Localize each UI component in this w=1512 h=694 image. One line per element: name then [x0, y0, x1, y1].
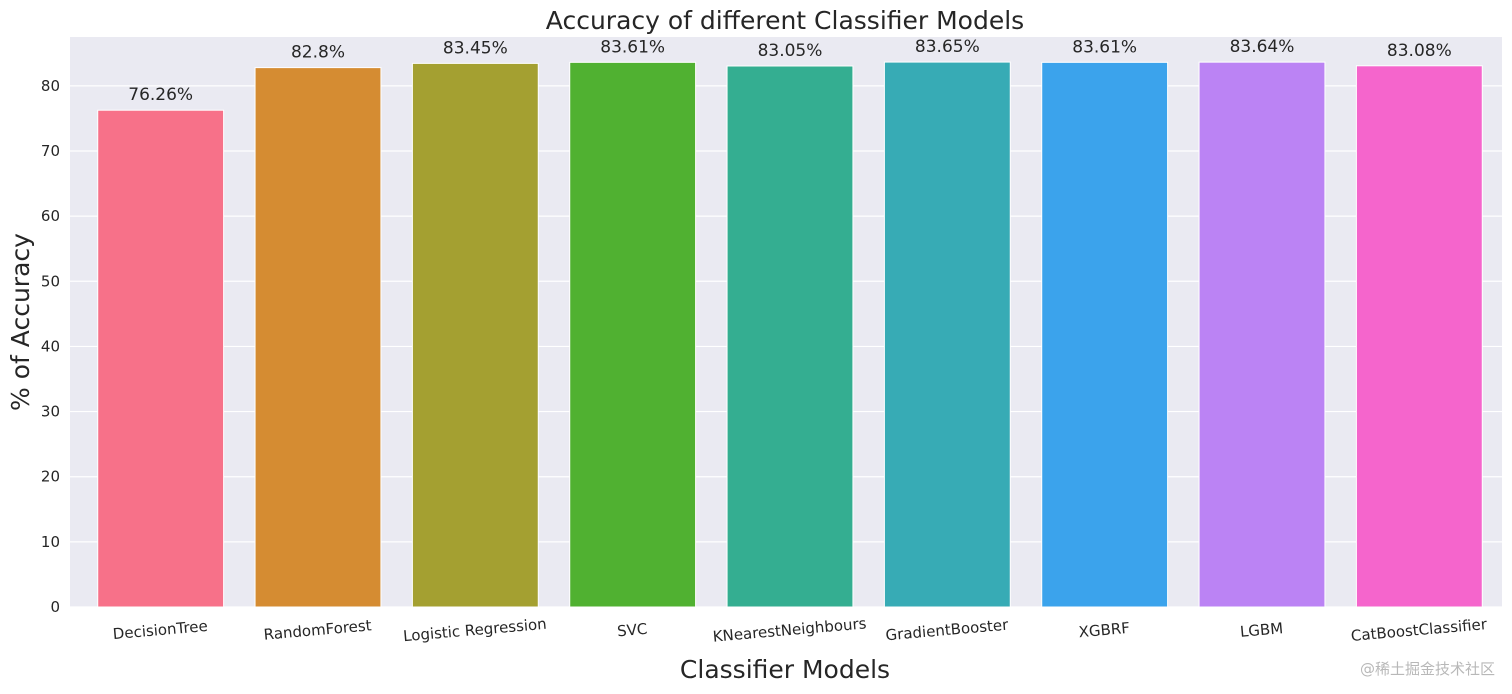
x-tick-label: GradientBooster [885, 616, 1010, 645]
data-label: 82.8% [291, 43, 345, 63]
bar-lgbm [1198, 61, 1326, 608]
y-tick-label: 30 [41, 403, 60, 421]
x-tick-label: SVC [616, 620, 648, 641]
data-label: 83.08% [1387, 41, 1452, 61]
y-tick-label: 10 [41, 533, 60, 551]
chart-title: Accuracy of different Classifier Models [546, 6, 1024, 35]
y-tick-label: 40 [41, 337, 60, 355]
x-tick-label: XGBRF [1078, 619, 1131, 641]
x-tick-label: Logistic Regression [402, 615, 547, 645]
data-label: 83.64% [1230, 37, 1295, 57]
watermark-text: @稀土掘金技术社区 [1360, 660, 1495, 678]
bar-catboostclassifier [1355, 65, 1483, 608]
y-axis-ticks: 0 10 20 30 40 50 60 70 80 [41, 77, 60, 616]
bar-randomforest [254, 67, 382, 608]
x-axis-title: Classifier Models [680, 655, 890, 684]
x-tick-label: KNearestNeighbours [712, 614, 867, 645]
bar-knearestneighbours [726, 65, 854, 608]
data-label: 76.26% [128, 85, 193, 105]
bars [97, 61, 1483, 608]
data-label: 83.45% [443, 38, 508, 58]
y-tick-label: 60 [41, 207, 60, 225]
data-label: 83.61% [600, 37, 665, 57]
data-label: 83.61% [1072, 37, 1137, 57]
bar-decisiontree [97, 109, 225, 608]
bar-svc [569, 61, 697, 608]
data-label: 83.65% [915, 37, 980, 57]
y-tick-label: 70 [41, 142, 60, 160]
bar-xgbrf [1041, 61, 1169, 608]
x-tick-label: RandomForest [263, 616, 372, 643]
x-axis-ticks: DecisionTree RandomForest Logistic Regress… [112, 614, 1488, 645]
y-tick-label: 50 [41, 272, 60, 290]
bar-logistic-regression [411, 62, 539, 608]
y-tick-label: 80 [41, 77, 60, 95]
data-labels: 76.26% 82.8% 83.45% 83.61% 83.05% 83.65% 83.61… [128, 37, 1451, 105]
y-tick-label: 0 [50, 598, 60, 616]
data-label: 83.05% [758, 41, 823, 61]
x-tick-label: LGBM [1239, 619, 1284, 641]
y-axis-title: % of Accuracy [6, 233, 35, 411]
x-tick-label: DecisionTree [112, 617, 208, 643]
bar-gradientbooster [883, 61, 1011, 608]
y-tick-label: 20 [41, 468, 60, 486]
x-tick-label: CatBoostClassifier [1350, 615, 1488, 645]
